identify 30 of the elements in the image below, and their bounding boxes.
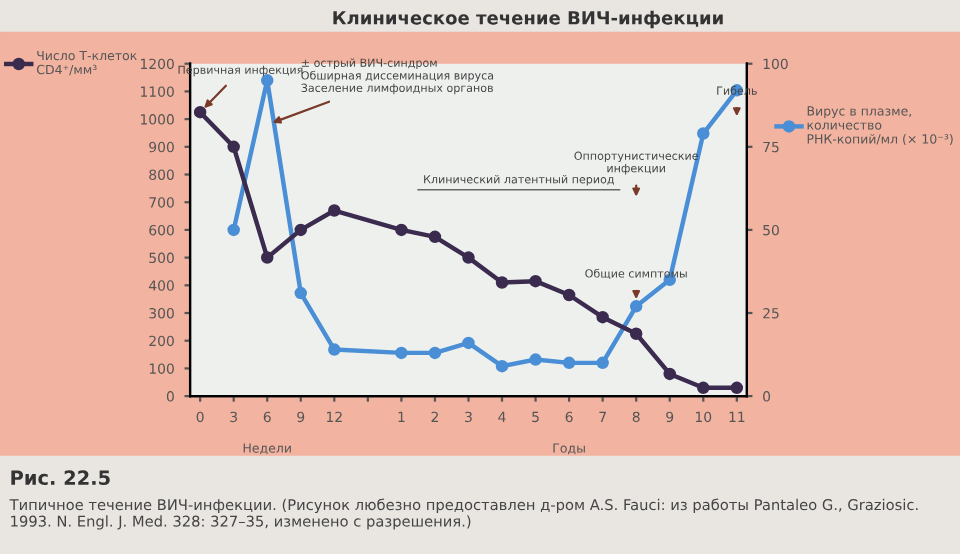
point — [529, 274, 542, 288]
point — [294, 286, 308, 300]
point — [495, 276, 509, 289]
point — [462, 336, 475, 350]
point — [260, 251, 274, 264]
point — [629, 327, 643, 341]
point — [596, 310, 609, 324]
point — [562, 288, 576, 302]
point — [328, 343, 341, 356]
point — [328, 204, 341, 217]
text: Рис. 22.5 — [11, 470, 110, 486]
point — [227, 223, 240, 237]
point — [730, 381, 744, 395]
point — [529, 353, 542, 366]
point — [193, 105, 207, 119]
point — [697, 127, 710, 140]
point — [428, 346, 442, 360]
point — [395, 223, 408, 237]
point — [697, 381, 710, 395]
point — [395, 346, 408, 360]
chart-title: Клиническое течение ВИЧ-инфекции — [333, 10, 723, 29]
point — [462, 251, 475, 264]
point — [294, 223, 308, 237]
point — [495, 359, 509, 373]
point — [562, 356, 576, 370]
point — [663, 367, 676, 381]
point — [596, 356, 609, 370]
point — [227, 140, 240, 154]
point — [629, 300, 643, 313]
point — [428, 230, 442, 244]
